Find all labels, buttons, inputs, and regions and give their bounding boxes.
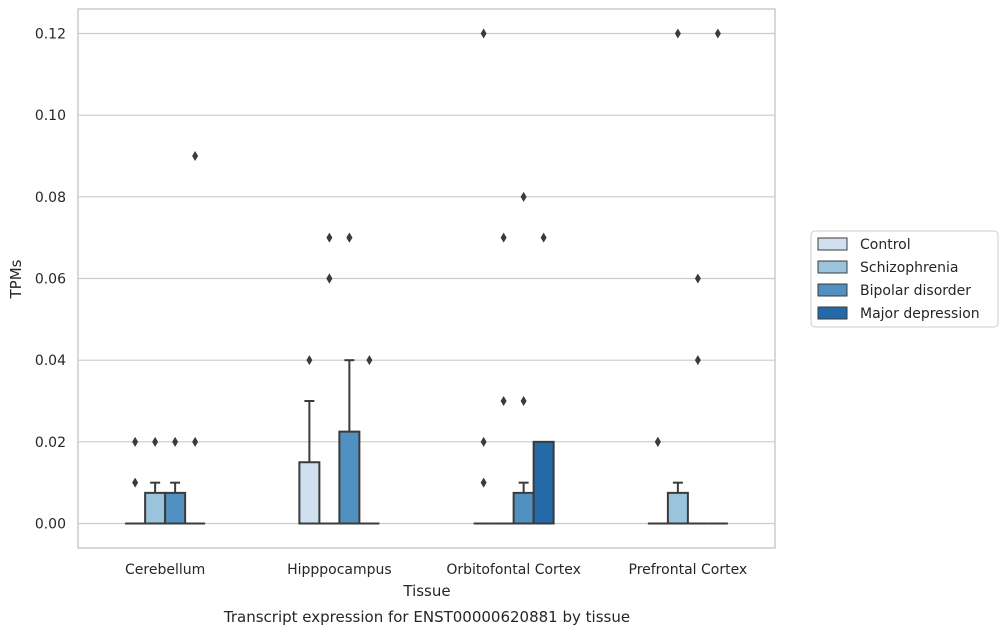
x-tick-label: Prefrontal Cortex bbox=[629, 562, 748, 578]
y-tick-label: 0.12 bbox=[35, 27, 66, 43]
y-tick-label: 0.04 bbox=[35, 353, 66, 369]
outlier-point bbox=[500, 396, 507, 406]
legend-entry: Control bbox=[860, 237, 911, 253]
outlier-point bbox=[480, 436, 487, 447]
outlier-point bbox=[694, 273, 701, 284]
box-major-depression bbox=[707, 28, 728, 525]
outlier-point bbox=[480, 477, 487, 488]
box-schizophrenia bbox=[666, 28, 689, 525]
x-tick-label: Hipppocampus bbox=[287, 562, 392, 578]
box-control bbox=[125, 436, 146, 525]
y-tick-label: 0.02 bbox=[35, 435, 66, 451]
x-tick-label: Cerebellum bbox=[125, 562, 205, 578]
legend-swatch bbox=[817, 283, 848, 297]
box-bipolar-disorder bbox=[512, 191, 535, 525]
box-body bbox=[298, 461, 321, 525]
outlier-point bbox=[520, 396, 527, 406]
outlier-point bbox=[674, 28, 681, 39]
outlier-point bbox=[654, 436, 661, 447]
y-tick-label: 0.06 bbox=[35, 272, 66, 288]
box-body bbox=[338, 430, 361, 525]
x-tick-label: Orbitofontal Cortex bbox=[446, 562, 581, 578]
y-axis-label: TPMs bbox=[7, 259, 25, 299]
legend-entry: Schizophrenia bbox=[860, 260, 958, 276]
outlier-point bbox=[132, 477, 139, 488]
x-axis-label: Tissue bbox=[402, 582, 450, 600]
legend-entry: Bipolar disorder bbox=[860, 283, 971, 299]
legend-entry: Major depression bbox=[860, 306, 980, 322]
y-tick-labels: 0.00 0.02 0.04 0.06 0.08 0.10 0.12 bbox=[35, 27, 66, 533]
outlier-point bbox=[714, 28, 721, 39]
outlier-point bbox=[172, 436, 179, 447]
outlier-point bbox=[192, 436, 199, 447]
outlier-point bbox=[694, 355, 701, 366]
y-tick-label: 0.10 bbox=[35, 108, 66, 124]
box-body bbox=[144, 491, 167, 525]
box-bipolar-disorder bbox=[687, 273, 708, 525]
box-bipolar-disorder bbox=[164, 436, 187, 525]
box-body bbox=[532, 440, 555, 525]
box-bipolar-disorder bbox=[338, 232, 361, 525]
outlier-point bbox=[500, 232, 507, 243]
box-major-depression bbox=[185, 151, 206, 525]
outlier-point bbox=[306, 355, 313, 366]
outlier-point bbox=[346, 232, 353, 243]
legend-swatch bbox=[817, 260, 848, 274]
box-control bbox=[647, 436, 668, 525]
outlier-point bbox=[152, 436, 159, 447]
outlier-point bbox=[326, 273, 333, 284]
legend-swatch bbox=[817, 237, 848, 251]
plot-frame bbox=[77, 8, 776, 549]
outlier-point bbox=[132, 436, 139, 447]
outlier-point bbox=[480, 28, 487, 39]
box-body bbox=[512, 491, 535, 525]
legend-swatch bbox=[817, 306, 848, 320]
outlier-point bbox=[192, 151, 199, 161]
box-schizophrenia bbox=[493, 232, 514, 525]
y-tick-label: 0.08 bbox=[35, 190, 66, 206]
outlier-point bbox=[366, 355, 373, 366]
outlier-point bbox=[520, 191, 527, 202]
box-major-depression bbox=[359, 355, 380, 525]
outlier-point bbox=[540, 232, 547, 243]
outlier-point bbox=[326, 232, 333, 243]
gridlines bbox=[78, 32, 775, 525]
box-body bbox=[666, 491, 689, 525]
box-control bbox=[473, 28, 494, 525]
box-major-depression bbox=[532, 232, 555, 525]
box-schizophrenia bbox=[144, 436, 167, 525]
legend: Control Schizophrenia Bipolar disorder Majo… bbox=[810, 230, 999, 328]
box-schizophrenia bbox=[319, 232, 340, 525]
box-control bbox=[298, 355, 321, 525]
chart-caption: Transcript expression for ENST0000062088… bbox=[223, 608, 630, 626]
boxes bbox=[125, 28, 728, 525]
box-body bbox=[164, 491, 187, 525]
legend-frame bbox=[810, 230, 999, 328]
x-tick-labels: Cerebellum Hipppocampus Orbitofontal Corte… bbox=[125, 562, 747, 578]
y-tick-label: 0.00 bbox=[35, 517, 66, 533]
